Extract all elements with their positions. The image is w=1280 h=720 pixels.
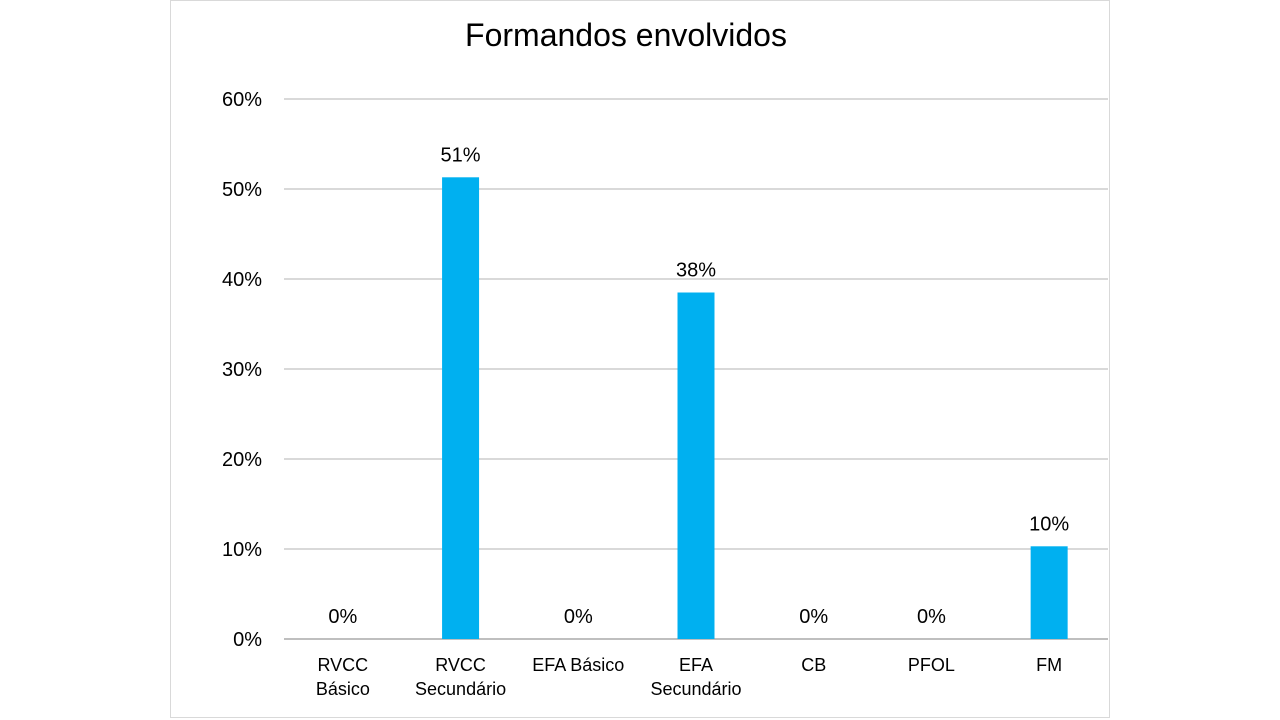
x-category-label: CB: [801, 655, 826, 675]
x-category-label: FM: [1036, 655, 1062, 675]
x-category-label: RVCC Secundário: [415, 655, 506, 699]
x-category-label: EFA Básico: [532, 655, 624, 675]
bars: [442, 177, 1068, 640]
bar: [1030, 546, 1068, 639]
y-tick-label: 50%: [222, 179, 262, 201]
y-axis-ticks: 0% 10% 20% 30% 40% 50% 60%: [222, 89, 262, 651]
y-tick-label: 30%: [222, 359, 262, 381]
x-category-label: EFA Secundário: [650, 655, 741, 699]
data-label: 0%: [564, 606, 593, 628]
data-label: 38%: [676, 260, 716, 282]
data-label: 0%: [917, 606, 946, 628]
bar: [442, 177, 480, 640]
chart-frame: [170, 0, 1110, 718]
y-tick-label: 60%: [222, 89, 262, 111]
data-label: 10%: [1029, 513, 1069, 535]
data-label: 0%: [328, 606, 357, 628]
data-labels: 0% 51% 0% 38% 0% 0% 10%: [328, 144, 1069, 628]
data-label: 0%: [799, 606, 828, 628]
y-tick-label: 10%: [222, 539, 262, 561]
y-tick-label: 40%: [222, 269, 262, 291]
data-label: 51%: [441, 144, 481, 166]
y-tick-label: 0%: [233, 629, 262, 651]
y-tick-label: 20%: [222, 449, 262, 471]
gridlines: [284, 98, 1108, 640]
chart-title: Formandos envolvidos: [465, 17, 787, 53]
bar: [677, 292, 715, 639]
x-category-label: PFOL: [908, 655, 955, 675]
x-axis-categories: RVCC Básico RVCC Secundário EFA Básico EFA Sec…: [316, 655, 1062, 699]
x-category-label: RVCC Básico: [316, 655, 370, 699]
